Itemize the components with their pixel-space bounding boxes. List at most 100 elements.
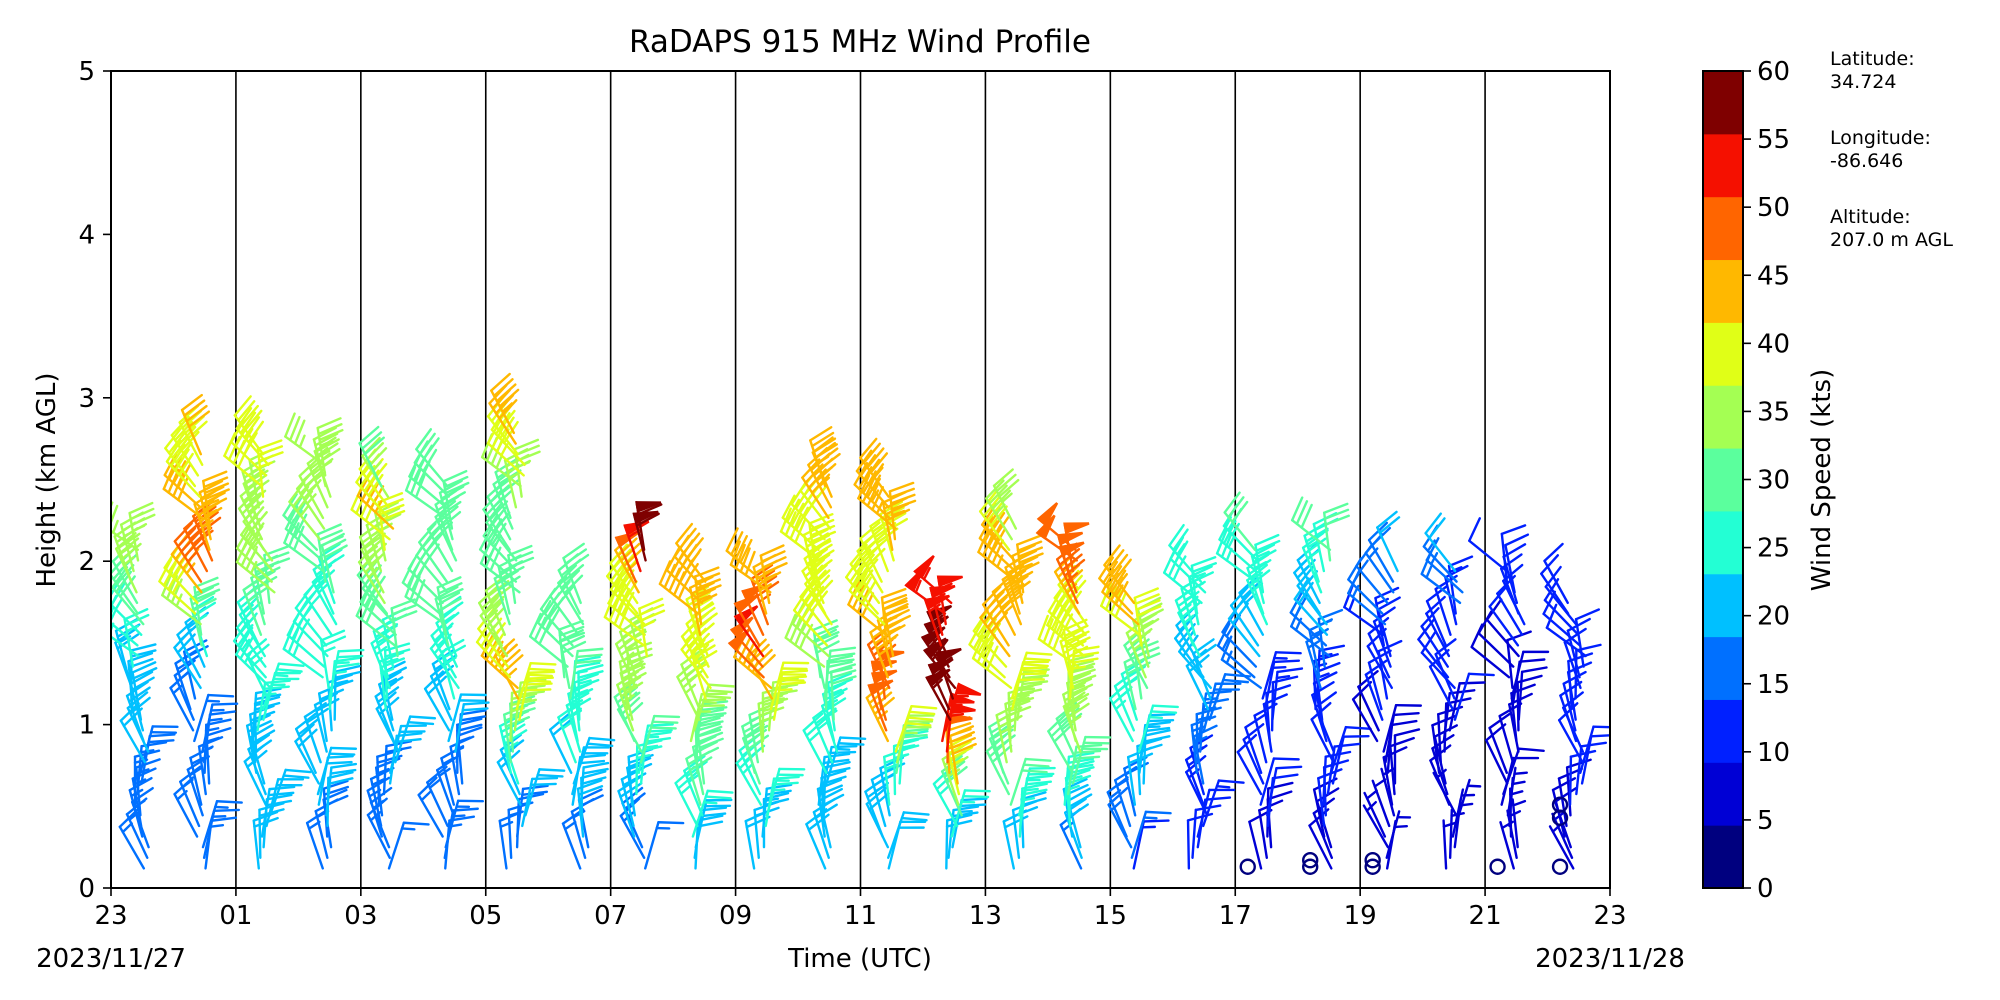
wind-barb xyxy=(1382,703,1423,753)
barb-feather xyxy=(1231,500,1249,523)
barb-feather xyxy=(1143,735,1171,743)
wind-barb xyxy=(1562,670,1587,732)
barb-shaft xyxy=(971,657,1013,690)
barb-shaft xyxy=(572,736,591,785)
barb-half-feather xyxy=(1225,650,1233,665)
barb-shaft xyxy=(496,761,522,806)
barb-feather xyxy=(945,728,972,739)
barb-shaft xyxy=(251,691,258,743)
barb-feather xyxy=(1295,500,1309,526)
barb-shaft xyxy=(1382,756,1394,806)
barb-half-feather xyxy=(1016,572,1030,581)
barb-feather xyxy=(115,564,135,586)
barb-feather xyxy=(369,786,393,804)
colorbar-segment xyxy=(1703,762,1743,826)
barb-feather xyxy=(900,733,928,739)
barb-shaft xyxy=(1100,604,1141,636)
barb-shaft xyxy=(548,728,573,775)
barb-shaft xyxy=(1322,511,1332,562)
barb-half-feather xyxy=(321,646,336,654)
barb-feather xyxy=(1290,496,1304,522)
barb-shaft xyxy=(605,574,639,615)
barb-feather xyxy=(422,543,440,566)
barb-feather xyxy=(1144,720,1172,727)
barb-feather xyxy=(881,593,908,605)
barb-shaft xyxy=(305,821,324,870)
barb-shaft xyxy=(1246,566,1265,615)
barb-feather xyxy=(1265,684,1292,695)
barb-feather xyxy=(336,654,364,659)
barb-shaft xyxy=(1009,757,1027,806)
barb-half-feather xyxy=(1215,784,1231,789)
barb-feather xyxy=(456,726,483,737)
wind-barb xyxy=(562,542,590,605)
barb-feather xyxy=(694,746,720,761)
wind-barb xyxy=(971,634,1013,690)
barb-shaft xyxy=(1296,558,1321,605)
barb-shaft xyxy=(1510,650,1525,700)
barb-shaft xyxy=(486,442,525,477)
barb-shaft xyxy=(284,527,324,562)
barb-feather xyxy=(991,600,1012,622)
barb-feather xyxy=(707,683,735,688)
barb-feather xyxy=(986,645,999,671)
barb-shaft xyxy=(314,809,329,859)
barb-half-feather xyxy=(870,489,880,503)
barb-feather xyxy=(1047,712,1068,733)
barb-feather xyxy=(857,474,871,500)
barb-shaft xyxy=(617,789,636,838)
barb-shaft xyxy=(311,580,338,626)
barb-feather xyxy=(204,488,230,501)
wind-barb xyxy=(1009,757,1052,806)
barb-feather xyxy=(985,590,1005,611)
barb-shaft xyxy=(233,414,265,456)
wind-barb xyxy=(456,726,483,785)
barb-shaft xyxy=(1312,788,1326,838)
barb-feather xyxy=(1590,734,1610,738)
barb-shaft xyxy=(482,508,511,551)
wind-barb xyxy=(193,693,235,743)
barb-half-feather xyxy=(334,679,349,685)
barb-shaft xyxy=(1190,723,1199,775)
barb-feather xyxy=(577,670,604,679)
barb-half-feather xyxy=(171,581,180,595)
barb-shaft xyxy=(1308,824,1333,870)
barb-feather xyxy=(316,417,342,430)
barb-shaft xyxy=(413,461,450,498)
barb-shaft xyxy=(573,681,581,732)
barb-feather xyxy=(695,612,718,630)
barb-shaft xyxy=(779,530,821,562)
barb-half-feather xyxy=(683,574,692,588)
wind-barb xyxy=(316,523,344,583)
barb-shaft xyxy=(1500,567,1520,615)
barb-feather xyxy=(292,525,305,552)
barb-shaft xyxy=(1322,755,1327,806)
barb-shaft xyxy=(980,523,1016,562)
barb-feather xyxy=(1025,774,1053,780)
barb-feather xyxy=(1447,555,1474,568)
barb-half-feather xyxy=(176,672,189,683)
barb-shaft xyxy=(812,628,822,679)
barb-shaft xyxy=(158,580,197,615)
barb-feather xyxy=(1021,663,1049,668)
barb-shaft xyxy=(812,810,830,859)
barb-feather xyxy=(297,728,318,748)
barb-shaft xyxy=(1101,590,1140,626)
wind-barb xyxy=(1242,723,1265,785)
y-tick-label: 5 xyxy=(78,57,95,87)
wind-barb xyxy=(515,661,557,711)
barb-shaft xyxy=(430,634,457,679)
barb-feather xyxy=(240,404,259,427)
barb-feather xyxy=(827,658,855,664)
wind-barb xyxy=(1500,524,1527,583)
wind-barb xyxy=(447,693,487,743)
barb-feather xyxy=(369,485,385,510)
wind-barb xyxy=(729,540,772,594)
barb-half-feather xyxy=(1001,492,1013,503)
barb-shaft xyxy=(1208,673,1227,721)
barb-shaft xyxy=(313,703,328,753)
barb-half-feather xyxy=(871,477,881,491)
colorbar-segment xyxy=(1703,259,1743,323)
barb-feather xyxy=(1003,815,1029,829)
barb-shaft xyxy=(295,487,326,530)
